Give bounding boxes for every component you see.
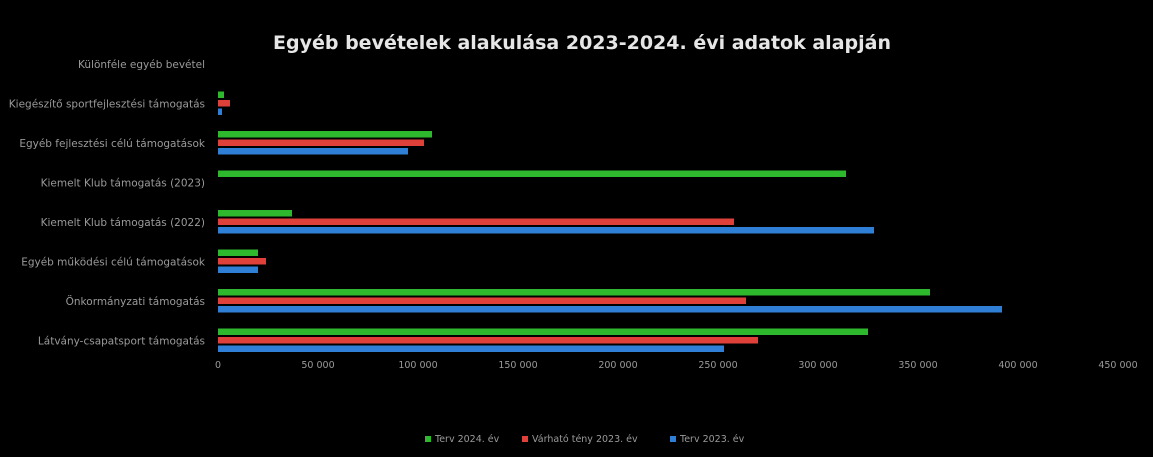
bar	[218, 297, 746, 304]
bar	[218, 148, 408, 155]
category-label: Kiegészítő sportfejlesztési támogatás	[9, 98, 205, 110]
category-label: Látvány-csapatsport támogatás	[38, 335, 205, 347]
category-label: Kiemelt Klub támogatás (2022)	[41, 217, 205, 229]
x-tick-label: 250 000	[698, 360, 737, 371]
bar	[218, 170, 846, 177]
x-tick-label: 0	[215, 360, 221, 371]
bar	[218, 218, 734, 225]
bar	[218, 108, 222, 115]
legend-label: Terv 2024. év	[434, 434, 500, 445]
x-tick-label: 400 000	[998, 360, 1037, 371]
x-tick-label: 350 000	[898, 360, 937, 371]
legend-swatch	[670, 436, 676, 442]
x-tick-label: 200 000	[598, 360, 637, 371]
category-label: Különféle egyéb bevétel	[78, 59, 205, 71]
bar	[218, 266, 258, 273]
category-label: Egyéb fejlesztési célú támogatások	[19, 138, 206, 150]
bar	[218, 306, 1002, 313]
legend-swatch	[425, 436, 431, 442]
bar	[218, 210, 292, 217]
category-labels: Különféle egyéb bevétel Kiegészítő sportf…	[9, 59, 206, 348]
bar	[218, 258, 266, 265]
x-tick-label: 150 000	[498, 360, 537, 371]
legend-label: Terv 2023. év	[679, 434, 745, 445]
x-tick-label: 100 000	[398, 360, 437, 371]
category-label: Egyéb működési célú támogatások	[21, 256, 206, 268]
bar	[218, 100, 230, 107]
bar	[218, 139, 424, 146]
chart-title: Egyéb bevételek alakulása 2023-2024. évi…	[273, 32, 891, 54]
bars	[218, 91, 1002, 352]
x-tick-label: 300 000	[798, 360, 837, 371]
category-label: Kiemelt Klub támogatás (2023)	[41, 177, 205, 189]
bar	[218, 345, 724, 352]
bar	[218, 249, 258, 256]
x-tick-label: 450 000	[1098, 360, 1137, 371]
bar	[218, 289, 930, 296]
category-label: Önkormányzati támogatás	[66, 295, 205, 308]
bar	[218, 131, 432, 138]
bar	[218, 328, 868, 335]
x-tick-label: 50 000	[301, 360, 334, 371]
legend-swatch	[522, 436, 528, 442]
bar	[218, 91, 224, 98]
x-axis-ticks: 0 50 000 100 000 150 000 200 000 250 000 300 0…	[215, 360, 1138, 371]
legend: Terv 2024. év Várható tény 2023. év Terv 2…	[425, 434, 745, 445]
bar	[218, 337, 758, 344]
legend-label: Várható tény 2023. év	[532, 434, 638, 445]
bar	[218, 227, 874, 234]
